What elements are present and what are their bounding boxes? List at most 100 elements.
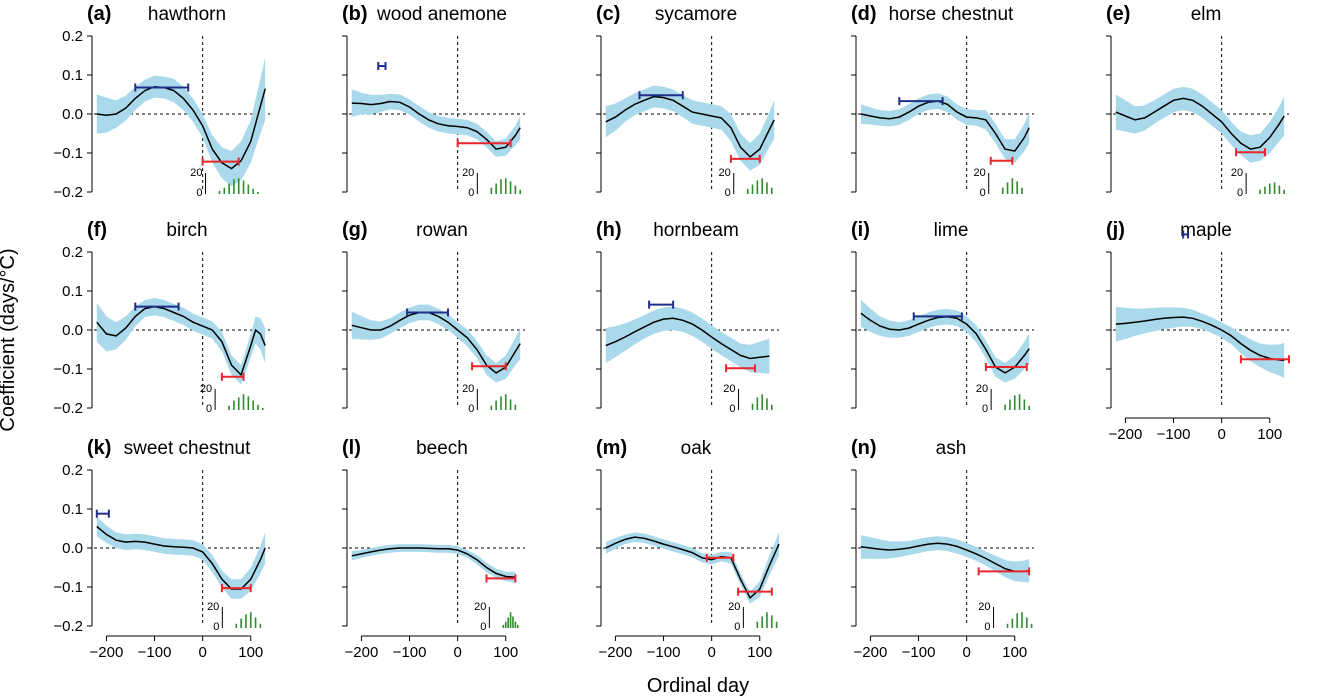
panel-title: birch	[166, 220, 207, 241]
y-tick-label: −0.2	[53, 184, 83, 201]
panel-title: sycamore	[655, 4, 737, 25]
y-tick-label: 0.1	[62, 283, 83, 300]
coefficient-curve	[351, 311, 521, 374]
coefficient-curve	[860, 100, 1030, 152]
panel-wood-anemone: (b) wood anemone 20 0	[342, 3, 525, 199]
y-tick-label: 0.2	[62, 244, 83, 261]
x-tick-label: 0	[198, 644, 206, 661]
y-tick-label: −0.1	[53, 145, 83, 162]
confidence-band	[96, 57, 266, 187]
y-tick-label: 0.2	[62, 462, 83, 479]
coefficient-curve	[351, 547, 516, 579]
confidence-band	[860, 535, 1030, 583]
hist-label-20: 20	[973, 167, 985, 179]
panel-letter: (i)	[851, 219, 870, 241]
y-tick-label: −0.2	[53, 618, 83, 635]
hist-label-20: 20	[190, 167, 202, 179]
coefficient-curve	[605, 95, 775, 158]
panel-rowan: (g) rowan 20 0	[342, 219, 525, 415]
panel-title: beech	[416, 438, 468, 459]
panel-title: horse chestnut	[889, 4, 1014, 25]
panel-lime: (i) lime 20 0	[851, 219, 1034, 415]
panel-title: sweet chestnut	[124, 438, 251, 459]
confidence-band	[605, 532, 779, 604]
hist-label-20: 20	[1231, 167, 1243, 179]
panel-title: oak	[681, 438, 712, 459]
hist-label-0: 0	[980, 187, 986, 199]
panel-title: hawthorn	[148, 4, 226, 25]
x-tick-label: 100	[493, 644, 518, 661]
panel-letter: (k)	[87, 437, 111, 459]
x-tick-label: 0	[1217, 426, 1225, 443]
x-tick-label: −200	[345, 644, 379, 661]
x-tick-label: 100	[238, 644, 263, 661]
panel-letter: (m)	[596, 437, 627, 459]
hist-label-20: 20	[462, 383, 474, 395]
panel-title: hornbeam	[653, 220, 739, 241]
y-tick-label: 0.1	[62, 67, 83, 84]
panel-birch: (f) birch −0.2 −0.1 0.0 0.1 0.2 20 0	[53, 219, 270, 417]
x-tick-label: −200	[90, 644, 124, 661]
hist-label-0: 0	[725, 187, 731, 199]
confidence-band	[96, 516, 266, 599]
x-axis-title: Ordinal day	[647, 675, 749, 697]
y-tick-label: 0.0	[62, 322, 83, 339]
panel-letter: (h)	[596, 219, 622, 241]
y-tick-label: −0.2	[53, 400, 83, 417]
y-tick-label: 0.0	[62, 106, 83, 123]
confidence-band	[1115, 306, 1285, 378]
confidence-band	[605, 85, 775, 171]
hist-label-20: 20	[728, 601, 740, 613]
coefficient-curve	[351, 100, 521, 150]
panel-title: wood anemone	[376, 4, 507, 25]
hist-label-0: 0	[206, 403, 212, 415]
panel-title: maple	[1180, 220, 1232, 241]
x-tick-label: −200	[854, 644, 888, 661]
hist-label-0: 0	[1237, 187, 1243, 199]
confidence-band	[351, 544, 516, 583]
y-tick-label: −0.1	[53, 361, 83, 378]
hist-label-20: 20	[723, 383, 735, 395]
coefficient-curve	[96, 85, 266, 170]
x-tick-label: 100	[1257, 426, 1282, 443]
panel-horse-chestnut: (d) horse chestnut 20 0	[851, 3, 1034, 199]
panel-letter: (j)	[1106, 219, 1125, 241]
coefficient-curve	[1115, 97, 1285, 150]
panel-letter: (f)	[87, 219, 107, 241]
panel-hawthorn: (a) hawthorn −0.2 −0.1 0.0 0.1 0.2 20 0	[53, 3, 270, 201]
hist-label-0: 0	[984, 621, 990, 633]
x-tick-label: 100	[1002, 644, 1027, 661]
panel-letter: (l)	[342, 437, 361, 459]
coefficient-curve	[860, 542, 1030, 573]
panel-title: ash	[936, 438, 967, 459]
x-tick-label: −100	[902, 644, 936, 661]
panel-sweet-chestnut: (k) sweet chestnut −0.2 −0.1 0.0 0.1 0.2 −200 −1…	[53, 437, 270, 661]
panel-letter: (a)	[87, 3, 111, 25]
hist-label-0: 0	[982, 403, 988, 415]
panel-letter: (e)	[1106, 3, 1130, 25]
panel-maple: (j) maple −200 −100 0 100	[1106, 219, 1290, 443]
y-tick-label: 0.2	[62, 28, 83, 45]
confidence-band	[860, 299, 1030, 383]
x-tick-label: −200	[1109, 426, 1143, 443]
coefficient-curve	[1115, 316, 1285, 362]
hist-label-20: 20	[207, 601, 219, 613]
coefficient-curve	[96, 305, 266, 377]
confidence-band	[860, 93, 1030, 163]
x-tick-label: 0	[707, 644, 715, 661]
x-tick-label: 0	[453, 644, 461, 661]
x-tick-label: 100	[747, 644, 772, 661]
hist-label-20: 20	[976, 383, 988, 395]
panel-title: lime	[934, 220, 969, 241]
panel-letter: (g)	[342, 219, 368, 241]
x-tick-label: −200	[599, 644, 633, 661]
hist-label-0: 0	[468, 403, 474, 415]
hist-label-0: 0	[196, 187, 202, 199]
hist-label-20: 20	[474, 601, 486, 613]
hist-label-20: 20	[978, 601, 990, 613]
panel-letter: (n)	[851, 437, 877, 459]
hist-label-0: 0	[480, 621, 486, 633]
hist-label-20: 20	[718, 167, 730, 179]
